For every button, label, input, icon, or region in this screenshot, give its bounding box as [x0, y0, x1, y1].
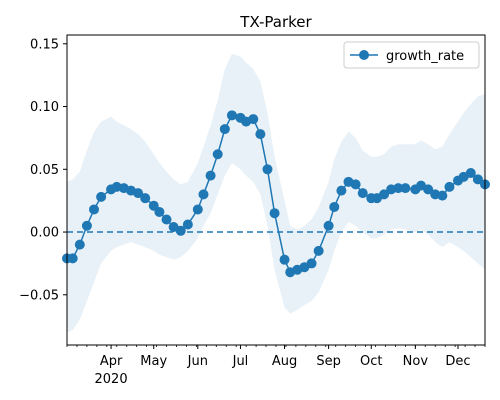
- data-point: [255, 129, 266, 140]
- y-tick-label: 0.15: [30, 37, 59, 52]
- x-tick-label: Oct: [360, 354, 382, 369]
- data-point: [161, 214, 172, 225]
- data-point: [306, 258, 317, 269]
- data-point: [465, 168, 476, 179]
- data-point: [279, 254, 290, 265]
- legend-label-growth-rate: growth_rate: [386, 49, 464, 64]
- data-point: [350, 179, 361, 190]
- data-point: [444, 181, 455, 192]
- x-tick-label: Nov: [403, 354, 429, 369]
- data-point: [248, 114, 259, 125]
- data-point: [89, 204, 100, 215]
- data-point: [96, 191, 107, 202]
- x-tick-label: May: [140, 354, 167, 369]
- legend-box: [343, 41, 480, 69]
- data-point: [472, 174, 483, 185]
- data-point: [192, 204, 203, 215]
- x-tick-label: Dec: [445, 354, 470, 369]
- data-point: [323, 220, 334, 231]
- x-tick-label: Jul: [232, 354, 249, 369]
- data-point: [357, 188, 368, 199]
- data-point: [379, 189, 390, 200]
- data-point: [262, 164, 273, 175]
- data-point: [329, 201, 340, 212]
- data-point: [437, 190, 448, 201]
- data-point: [182, 219, 193, 230]
- confidence-band: [67, 53, 485, 333]
- data-point: [423, 184, 434, 195]
- growth-rate-markers: [62, 110, 490, 278]
- legend-marker-swatch: [359, 50, 369, 60]
- data-point: [74, 239, 85, 250]
- y-tick-label: −0.05: [19, 288, 59, 303]
- data-point: [175, 225, 186, 236]
- data-point: [133, 188, 144, 199]
- x-axis: Apr 2020 May Jun Jul Aug Sep Oct Nov Dec: [66, 345, 486, 387]
- data-point: [67, 253, 78, 264]
- data-point: [336, 185, 347, 196]
- data-point: [154, 206, 165, 217]
- x-tick-label: Aug: [272, 354, 297, 369]
- x-tick-label: Sep: [316, 354, 341, 369]
- data-point: [212, 149, 223, 160]
- data-point: [219, 124, 230, 135]
- x-tick-label: Jun: [187, 354, 208, 369]
- data-point: [140, 193, 151, 204]
- chart-title: TX-Parker: [239, 13, 312, 31]
- data-point: [313, 245, 324, 256]
- plot-area: [62, 53, 490, 333]
- data-point: [393, 183, 404, 194]
- data-point: [400, 183, 411, 194]
- data-point: [198, 189, 209, 200]
- data-point: [205, 170, 216, 181]
- y-tick-label: 0.00: [30, 226, 59, 241]
- x-tick-label: Apr: [100, 354, 123, 369]
- data-point: [269, 208, 280, 219]
- data-point: [81, 220, 92, 231]
- data-point: [226, 110, 237, 121]
- x-tick-year-label: 2020: [95, 372, 128, 387]
- y-axis: −0.05 0.00 0.05 0.10 0.15: [19, 37, 67, 303]
- y-tick-label: 0.05: [30, 163, 59, 178]
- legend: growth_rate: [343, 41, 480, 69]
- y-tick-label: 0.10: [30, 100, 59, 115]
